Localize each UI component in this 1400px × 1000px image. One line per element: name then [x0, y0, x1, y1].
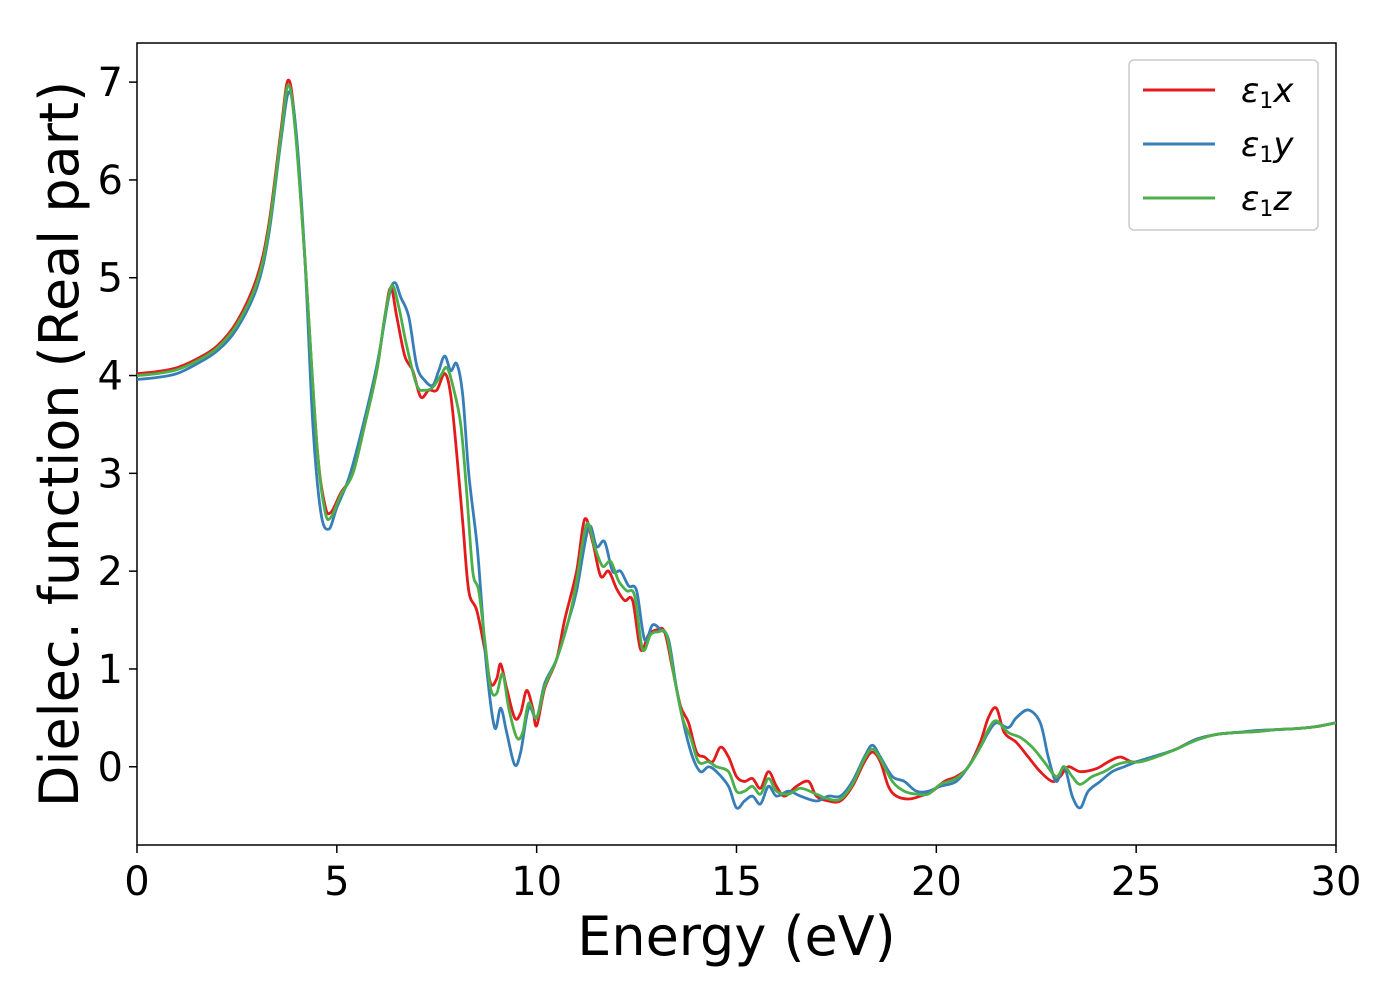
legend-label: ε1x — [1241, 71, 1294, 114]
y-tick-label: 6 — [98, 158, 123, 204]
legend-items: ε1x ε1y ε1z — [1143, 71, 1294, 222]
legend-label: ε1y — [1241, 125, 1294, 168]
legend: ε1x ε1y ε1z — [1128, 59, 1319, 231]
x-tick-label: 0 — [124, 859, 149, 905]
y-tick-label: 5 — [98, 256, 123, 302]
legend-box — [1128, 59, 1319, 231]
y-tick-label: 4 — [98, 354, 123, 400]
x-tick-label: 25 — [1111, 859, 1162, 905]
legend-label: ε1z — [1241, 179, 1292, 222]
legend-item-x: ε1x — [1143, 71, 1294, 114]
y-axis-ticks: 0 1 2 3 4 5 6 7 — [98, 60, 137, 791]
y-tick-label: 0 — [98, 745, 123, 791]
x-tick-label: 10 — [511, 859, 562, 905]
x-tick-label: 20 — [911, 859, 962, 905]
x-tick-label: 15 — [711, 859, 762, 905]
y-tick-label: 2 — [98, 549, 123, 595]
x-tick-label: 30 — [1311, 859, 1362, 905]
y-tick-label: 3 — [98, 451, 123, 497]
y-tick-label: 1 — [98, 647, 123, 693]
y-tick-label: 7 — [98, 60, 123, 106]
series-group — [137, 78, 1336, 810]
legend-item-y: ε1y — [1143, 125, 1294, 168]
x-tick-label: 5 — [324, 859, 349, 905]
series-line-z — [137, 83, 1336, 802]
x-axis-label: Energy (eV) — [577, 905, 896, 968]
y-axis-label: Dielec. function (Real part) — [28, 81, 91, 807]
x-axis-ticks: 0 5 10 15 20 25 30 — [124, 845, 1361, 905]
legend-item-z: ε1z — [1143, 179, 1292, 222]
